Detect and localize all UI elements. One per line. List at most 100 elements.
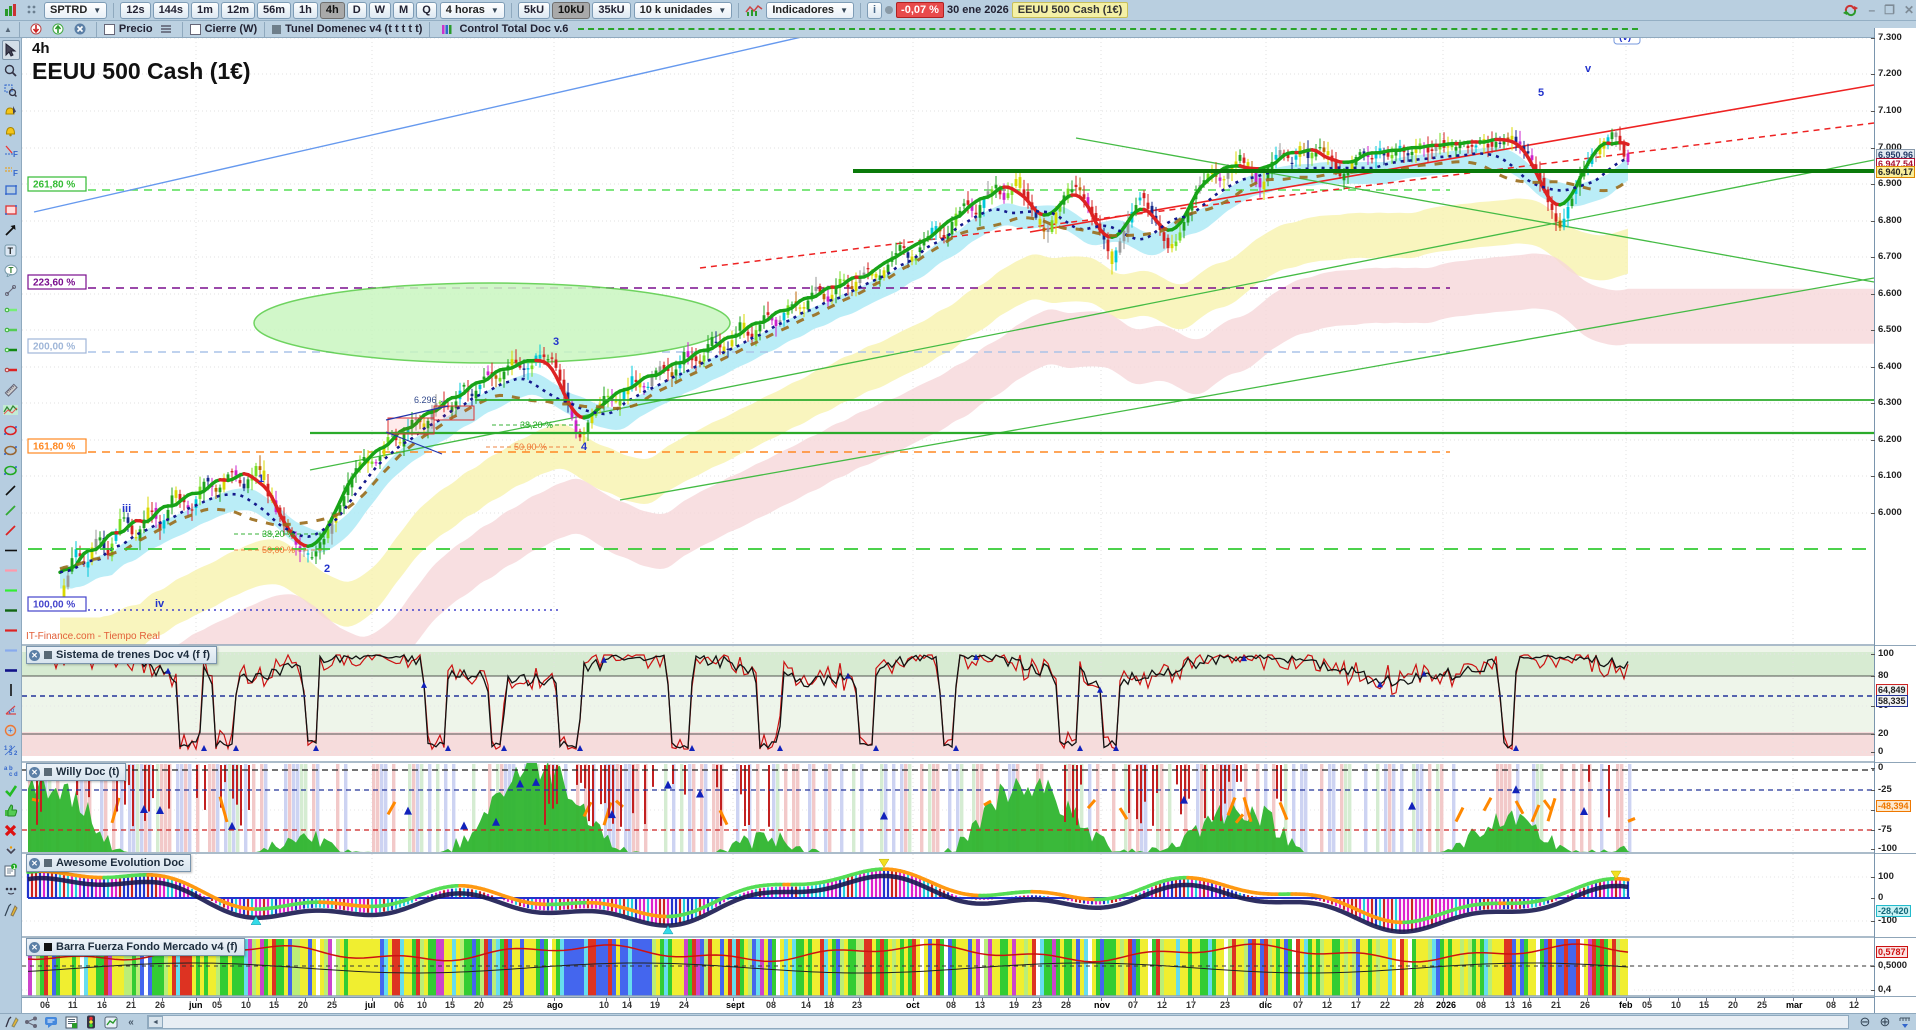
time-axis[interactable]: 06 11 16 21 26 jun 05 10 15 20 25 jul 06 10 15 20 25 ago 1…: [22, 997, 1874, 1013]
close-icon[interactable]: ✕: [29, 941, 40, 953]
hline-green-tool-icon[interactable]: [2, 340, 20, 360]
panel-header-sistema[interactable]: ✕ Sistema de trenes Doc v4 (f f): [26, 646, 218, 664]
ellipse-green-tool-icon[interactable]: [2, 460, 20, 480]
fib-levels-tool-icon[interactable]: F: [2, 140, 20, 160]
ellipse-red-tool-icon[interactable]: [2, 420, 20, 440]
line-green-tool-icon[interactable]: [2, 500, 20, 520]
instrument-badge[interactable]: EEUU 500 Cash (1€): [1011, 2, 1129, 18]
scroll-left-button[interactable]: ◄: [148, 1016, 163, 1028]
circle-target-tool-icon[interactable]: +: [2, 720, 20, 740]
restore-button[interactable]: ❐: [1884, 3, 1895, 17]
close-icon[interactable]: ✕: [29, 766, 40, 778]
hline-red-a-tool-icon[interactable]: [2, 360, 20, 380]
info-icon[interactable]: i: [866, 1, 883, 19]
hline-black-tool-icon[interactable]: [2, 540, 20, 560]
panel-header-willy[interactable]: ✕ Willy Doc (t): [26, 763, 127, 781]
indicator-curve-tool-icon[interactable]: [2, 400, 20, 420]
tf-button-M[interactable]: M: [393, 1, 415, 19]
unit-button-10kU[interactable]: 10kU: [552, 1, 591, 19]
alert-pointer-tool-icon[interactable]: [2, 100, 20, 120]
check-tool-icon[interactable]: [2, 780, 20, 800]
notes-tool-icon[interactable]: 1: [2, 860, 20, 880]
alert-tool-icon[interactable]: [2, 120, 20, 140]
hline-pink-tool-icon[interactable]: [2, 560, 20, 580]
collapse-icon[interactable]: ▲: [4, 24, 12, 34]
chat-icon[interactable]: [43, 1015, 59, 1029]
bar-spacing-icon[interactable]: [1897, 1015, 1913, 1029]
chart-doc-icon[interactable]: [103, 1015, 119, 1029]
precio-checkbox[interactable]: [103, 23, 115, 35]
list-icon[interactable]: [157, 19, 175, 39]
hline-brightgreen-tool-icon[interactable]: [2, 580, 20, 600]
tunel-swatch-icon[interactable]: [272, 24, 282, 34]
vline-tool-icon[interactable]: [2, 680, 20, 700]
tf-button-4h[interactable]: 4h: [319, 1, 345, 19]
ellipse-brown-tool-icon[interactable]: [2, 440, 20, 460]
collapse-left-icon[interactable]: «: [128, 1016, 134, 1028]
panel-header-awesome[interactable]: ✕ Awesome Evolution Doc: [26, 854, 192, 872]
tf-button-W[interactable]: W: [368, 1, 392, 19]
chart-canvas[interactable]: 6.296 ← 261,80 % 223,60 % 200,00 % 161,80 % 1…: [22, 38, 1874, 1013]
segment-dot-tool-icon[interactable]: [2, 280, 20, 300]
hline-red-b-tool-icon[interactable]: [2, 620, 20, 640]
draw-tool-icon[interactable]: [2, 900, 20, 920]
tf-button-1m[interactable]: 1m: [191, 1, 219, 19]
zoom-area-tool-icon[interactable]: [2, 80, 20, 100]
units-select[interactable]: 10 k unidades ▼: [633, 1, 733, 19]
angle-tool-icon[interactable]: α: [2, 700, 20, 720]
arrow-down-red-icon[interactable]: [27, 19, 45, 39]
close-icon[interactable]: ✕: [29, 857, 40, 869]
collapse-tool-icon[interactable]: [2, 840, 20, 860]
rect-blue-tool-icon[interactable]: [2, 180, 20, 200]
thumbs-up-tool-icon[interactable]: [2, 800, 20, 820]
hline-navy-tool-icon[interactable]: [2, 660, 20, 680]
layout-icon[interactable]: [23, 0, 41, 20]
tf-button-12s[interactable]: 12s: [120, 1, 151, 19]
draw-pencil-icon[interactable]: [3, 1015, 19, 1029]
timeframe-select[interactable]: 4 horas ▼: [439, 1, 505, 19]
price-axis[interactable]: 7.300 7.200 7.100 7.000 6.900 6.800 6.700 6.600…: [1871, 28, 1916, 1013]
control-bars-icon[interactable]: [437, 19, 455, 39]
tf-button-12m[interactable]: 12m: [220, 1, 255, 19]
tf-button-Q[interactable]: Q: [416, 1, 437, 19]
text-bubble-tool-icon[interactable]: T: [2, 260, 20, 280]
tf-button-1h[interactable]: 1h: [293, 1, 318, 19]
zoom-tool-icon[interactable]: [2, 60, 20, 80]
text-tool-icon[interactable]: T: [2, 240, 20, 260]
panel-header-barra[interactable]: ✕ Barra Fuerza Fondo Mercado v4 (f): [26, 938, 245, 956]
zoom-out-icon[interactable]: ⊖: [1859, 1014, 1871, 1029]
delete-tool-icon[interactable]: [2, 820, 20, 840]
line-red-tool-icon[interactable]: [2, 520, 20, 540]
horizontal-scrollbar[interactable]: ◄: [147, 1015, 1849, 1029]
rect-red-tool-icon[interactable]: [2, 200, 20, 220]
more-tool-icon[interactable]: [2, 880, 20, 900]
close-icon[interactable]: ✕: [29, 649, 40, 661]
arrow-up-green-icon[interactable]: [49, 19, 67, 39]
symbol-select[interactable]: SPTRD ▼: [44, 1, 108, 19]
app-chart-icon[interactable]: [2, 0, 20, 20]
ruler-tool-icon[interactable]: [2, 380, 20, 400]
news-icon[interactable]: [63, 1015, 79, 1029]
close-circle-icon[interactable]: [71, 19, 89, 39]
trend-arrow-tool-icon[interactable]: [2, 220, 20, 240]
share-icon[interactable]: [23, 1015, 39, 1029]
cursor-tool-icon[interactable]: [1, 40, 20, 60]
hline-darkgreen-tool-icon[interactable]: [2, 600, 20, 620]
hline-lime-a-tool-icon[interactable]: [2, 300, 20, 320]
unit-button-35kU[interactable]: 35kU: [592, 1, 631, 19]
tf-button-144s[interactable]: 144s: [152, 1, 190, 19]
unit-button-5kU[interactable]: 5kU: [517, 1, 551, 19]
indicators-select[interactable]: Indicadores ▼: [766, 1, 854, 19]
tf-button-D[interactable]: D: [346, 1, 367, 19]
traffic-light-icon[interactable]: [83, 1015, 99, 1029]
close-button[interactable]: ✕: [1903, 3, 1914, 17]
fib-proj-tool-icon[interactable]: F: [2, 160, 20, 180]
minimize-button[interactable]: –: [1868, 3, 1876, 17]
hline-lime-b-tool-icon[interactable]: [2, 320, 20, 340]
refresh-icon[interactable]: [1841, 0, 1859, 20]
line-black-tool-icon[interactable]: [2, 480, 20, 500]
tf-button-56m[interactable]: 56m: [256, 1, 292, 19]
hline-lightblue-tool-icon[interactable]: [2, 640, 20, 660]
cierre-checkbox[interactable]: [189, 23, 201, 35]
